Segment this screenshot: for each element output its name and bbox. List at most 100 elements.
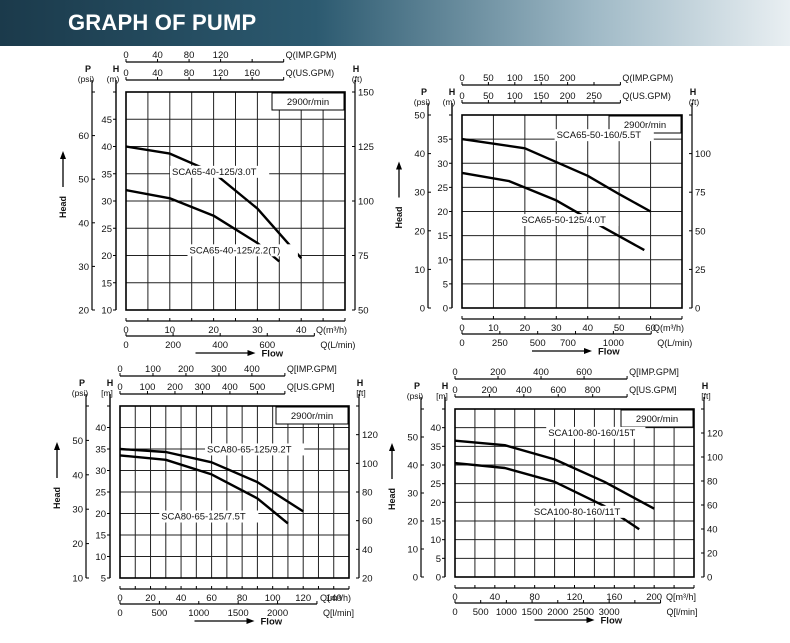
h-axis-unit: (m) bbox=[107, 74, 120, 84]
h-tick-label: 10 bbox=[437, 255, 448, 266]
x-tick-label: 200 bbox=[646, 592, 662, 603]
x-tick-label: 20 bbox=[208, 325, 219, 336]
top2-tick-label: 0 bbox=[117, 382, 122, 393]
h-tick-label: 20 bbox=[95, 509, 106, 520]
h-axis-unit: [m] bbox=[101, 388, 113, 398]
h-tick-label: 25 bbox=[95, 488, 106, 499]
h-axis-letter: H bbox=[107, 378, 114, 388]
bottom2-axis-label: Q[l/min] bbox=[323, 608, 354, 618]
ft-tick-label: 120 bbox=[362, 430, 378, 441]
h-axis-unit: (m) bbox=[443, 97, 456, 107]
top1-tick-label: 0 bbox=[123, 50, 128, 61]
series-label-bg bbox=[187, 244, 298, 257]
plot-frame bbox=[125, 91, 346, 311]
h-tick-label: 20 bbox=[430, 498, 441, 509]
p-axis-letter: P bbox=[85, 64, 91, 74]
top2-axis-label: Q(US.GPM) bbox=[622, 91, 671, 101]
ft-tick-label: 0 bbox=[695, 304, 700, 315]
head-arrow-head bbox=[60, 151, 66, 159]
x-tick-label: 120 bbox=[567, 592, 583, 603]
p-tick-label: 30 bbox=[407, 489, 418, 500]
bottom2-tick-label: 2500 bbox=[573, 607, 594, 618]
speed-label-box bbox=[275, 406, 349, 425]
ft-axis-unit: (ft) bbox=[352, 74, 363, 84]
x-tick-label: 40 bbox=[296, 325, 307, 336]
h-tick-label: 10 bbox=[95, 552, 106, 563]
head-label: Head bbox=[52, 487, 62, 509]
p-axis-unit: (psi) bbox=[78, 74, 95, 84]
p-tick-label: 10 bbox=[414, 265, 425, 276]
speed-label: 2900r/min bbox=[624, 120, 666, 131]
h-tick-label: 40 bbox=[430, 423, 441, 434]
x-tick-label: 40 bbox=[490, 592, 501, 603]
ft-tick-label: 0 bbox=[707, 573, 712, 584]
flow-arrow-head bbox=[246, 618, 255, 624]
h-tick-label: 15 bbox=[430, 517, 441, 528]
chart-3: 510152025303540H[m]1020304050P(psi)Head2… bbox=[52, 364, 378, 628]
top1-tick-label: 0 bbox=[117, 364, 122, 375]
h-tick-label: 45 bbox=[101, 115, 112, 126]
speed-label-box bbox=[620, 409, 694, 428]
ft-axis-unit: (ft) bbox=[689, 97, 700, 107]
series-line bbox=[454, 439, 655, 510]
bottom2-tick-label: 2000 bbox=[267, 608, 288, 619]
x-tick-label: 160 bbox=[606, 592, 622, 603]
x-tick-label: 20 bbox=[145, 593, 156, 604]
series-label-bg bbox=[531, 505, 632, 518]
top1-tick-label: 0 bbox=[459, 73, 464, 84]
top1-tick-label: 150 bbox=[533, 73, 549, 84]
series-line bbox=[454, 461, 640, 531]
flow-label: Flow bbox=[261, 617, 283, 628]
bottom2-tick-label: 600 bbox=[259, 340, 275, 351]
series-label-bg bbox=[205, 443, 305, 456]
top1-tick-label: 0 bbox=[452, 367, 457, 378]
x-tick-label: 100 bbox=[265, 593, 281, 604]
top2-tick-label: 80 bbox=[184, 68, 195, 79]
ft-tick-label: 75 bbox=[358, 251, 369, 262]
flow-arrow-head bbox=[586, 617, 595, 623]
bottom2-tick-label: 250 bbox=[492, 338, 508, 349]
ft-axis-letter: H bbox=[690, 87, 697, 97]
h-tick-label: 5 bbox=[101, 574, 106, 585]
x-tick-label: 80 bbox=[237, 593, 248, 604]
x-tick-label: 140 bbox=[326, 593, 342, 604]
h-tick-label: 20 bbox=[101, 251, 112, 262]
top1-tick-label: 200 bbox=[178, 364, 194, 375]
h-tick-label: 5 bbox=[443, 279, 448, 290]
ft-axis-unit: [ft] bbox=[356, 388, 365, 398]
h-axis-letter: H bbox=[442, 381, 449, 391]
ft-tick-label: 25 bbox=[695, 265, 706, 276]
head-arrow-head bbox=[54, 442, 60, 450]
series-line bbox=[119, 454, 289, 525]
ft-tick-label: 40 bbox=[707, 525, 718, 536]
x-tick-label: 40 bbox=[176, 593, 187, 604]
top1-tick-label: 100 bbox=[145, 364, 161, 375]
top1-tick-label: 300 bbox=[211, 364, 227, 375]
series-label-bg bbox=[519, 214, 619, 227]
top2-tick-label: 50 bbox=[483, 91, 494, 102]
plot-frame bbox=[454, 408, 695, 578]
top1-axis-label: Q(IMP.GPM) bbox=[286, 50, 337, 60]
head-arrow-head bbox=[396, 161, 402, 170]
bottom2-tick-label: 500 bbox=[151, 608, 167, 619]
h-tick-label: 30 bbox=[95, 466, 106, 477]
top2-tick-label: 600 bbox=[550, 385, 566, 396]
ft-tick-label: 50 bbox=[358, 306, 369, 317]
ft-tick-label: 80 bbox=[707, 477, 718, 488]
series-label-bg bbox=[554, 129, 654, 142]
top2-tick-label: 800 bbox=[585, 385, 601, 396]
p-tick-label: 40 bbox=[78, 218, 89, 229]
top1-axis-label: Q[IMP.GPM] bbox=[287, 364, 337, 374]
ft-tick-label: 100 bbox=[362, 459, 378, 470]
top2-tick-label: 100 bbox=[507, 91, 523, 102]
plot-frame bbox=[461, 114, 683, 309]
p-tick-label: 0 bbox=[413, 573, 418, 584]
x-axis-label: Q(m³/h) bbox=[320, 593, 351, 603]
top2-tick-label: 250 bbox=[586, 91, 602, 102]
top1-axis-label: Q[IMP.GPM] bbox=[629, 367, 679, 377]
x-axis-label: Q(m³/h) bbox=[316, 325, 347, 335]
bottom2-tick-label: 1000 bbox=[496, 607, 517, 618]
bottom2-tick-label: 0 bbox=[459, 338, 464, 349]
h-tick-label: 10 bbox=[430, 535, 441, 546]
ft-tick-label: 100 bbox=[358, 197, 374, 208]
